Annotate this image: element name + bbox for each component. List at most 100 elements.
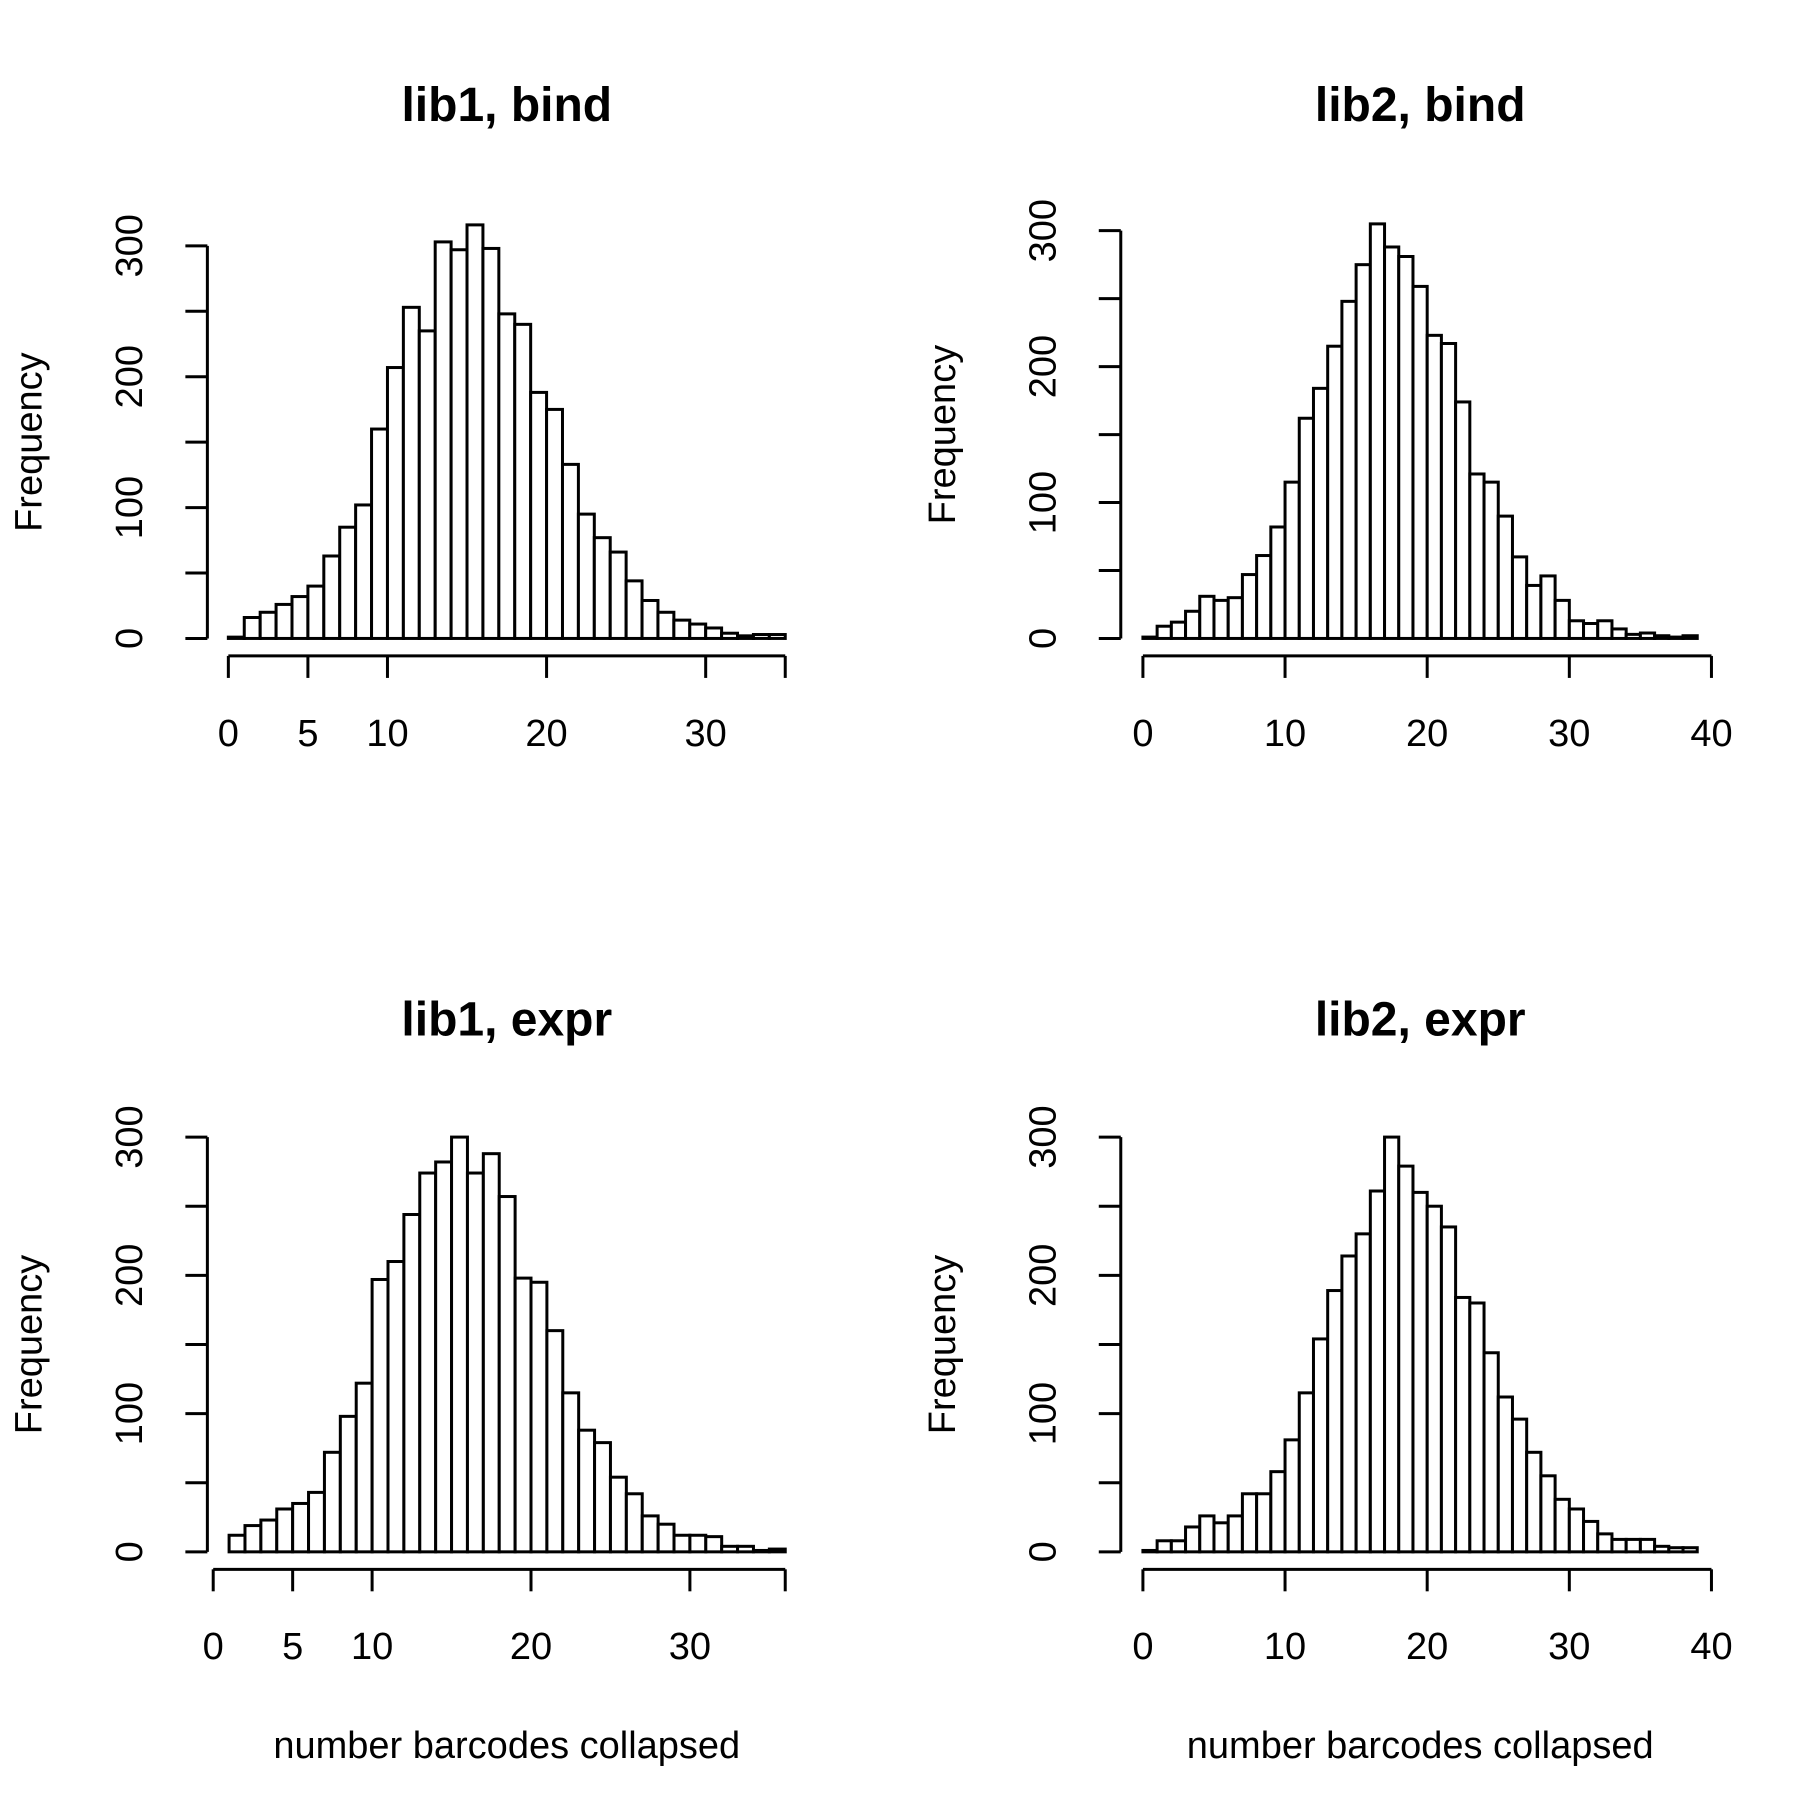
histogram-bar bbox=[497, 1195, 517, 1554]
chart-title: lib1, bind bbox=[401, 79, 612, 132]
histogram-bar bbox=[1255, 554, 1273, 640]
y-axis-label: Frequency bbox=[922, 345, 964, 525]
y-tick-label: 200 bbox=[109, 345, 151, 408]
histogram-bar bbox=[1212, 1521, 1230, 1554]
histogram-bar bbox=[529, 1280, 549, 1554]
histogram-bar bbox=[720, 631, 740, 640]
histogram-bar bbox=[497, 312, 517, 640]
histogram-bar bbox=[1681, 634, 1699, 640]
histogram-bar bbox=[434, 1160, 454, 1554]
histogram-bar bbox=[656, 610, 676, 640]
histogram-bar bbox=[1567, 1507, 1586, 1554]
histogram-bar bbox=[656, 1522, 676, 1554]
chart-title: lib2, expr bbox=[1315, 993, 1526, 1046]
histogram-bar bbox=[1354, 263, 1372, 640]
histogram-bar bbox=[1368, 222, 1387, 640]
histogram-bar bbox=[720, 1544, 740, 1554]
histogram-bar bbox=[1368, 1189, 1387, 1554]
histogram-bar bbox=[259, 1518, 279, 1554]
histogram-bar bbox=[433, 240, 453, 640]
histogram-bar bbox=[1596, 1532, 1614, 1554]
y-tick-label: 100 bbox=[109, 476, 151, 539]
histogram-bar bbox=[370, 427, 389, 640]
histogram-bar bbox=[513, 1276, 533, 1554]
histogram-bar bbox=[1226, 1514, 1244, 1554]
histogram-bar bbox=[1567, 619, 1586, 640]
histogram-bar bbox=[1411, 1190, 1429, 1554]
histogram-bar bbox=[1425, 333, 1443, 640]
histogram-bar bbox=[322, 1450, 342, 1554]
histogram-bar bbox=[736, 1544, 755, 1554]
histogram-bar bbox=[449, 248, 469, 640]
histogram-bar bbox=[1468, 1301, 1486, 1554]
histogram-bar bbox=[1539, 1474, 1557, 1554]
histogram-bar bbox=[481, 1152, 501, 1554]
histogram-bar bbox=[1269, 525, 1287, 640]
y-tick-label: 0 bbox=[1023, 628, 1065, 649]
x-axis-label: number barcodes collapsed bbox=[1187, 1725, 1654, 1767]
x-tick-label: 0 bbox=[218, 713, 239, 755]
histogram-bar bbox=[751, 633, 771, 640]
histogram-bar bbox=[417, 329, 437, 640]
histogram-panel-2: lib2, bind 0 10 20 30 40 0 100 200 300 Frequency bbox=[922, 79, 1733, 755]
histogram-bar bbox=[577, 1428, 597, 1554]
histogram-bar bbox=[1169, 620, 1188, 640]
histogram-bar bbox=[1653, 1544, 1671, 1554]
y-axis-label: Frequency bbox=[8, 352, 50, 532]
histogram-bar bbox=[1198, 594, 1216, 640]
histogram-bar bbox=[1383, 1135, 1401, 1554]
y-axis-label: Frequency bbox=[922, 1255, 964, 1435]
y-tick-label: 300 bbox=[1023, 1105, 1065, 1168]
y-tick-label: 100 bbox=[109, 1382, 151, 1445]
histogram-bar bbox=[1582, 1519, 1600, 1554]
histogram-bar bbox=[592, 536, 612, 640]
histogram-bar bbox=[1454, 1295, 1472, 1554]
histogram-bar bbox=[1496, 1395, 1514, 1554]
histogram-bar bbox=[1269, 1470, 1287, 1554]
histogram-bar bbox=[1638, 1537, 1657, 1554]
histogram-bar bbox=[624, 579, 644, 640]
chart-title: lib2, bind bbox=[1315, 79, 1526, 132]
histogram-bar bbox=[1255, 1492, 1273, 1554]
histogram-bar bbox=[338, 525, 358, 640]
histogram-bar bbox=[767, 1547, 787, 1554]
histogram-bar bbox=[1169, 1539, 1188, 1554]
histogram-bar bbox=[243, 1524, 263, 1554]
y-tick-label: 300 bbox=[1023, 199, 1065, 262]
histogram-bar bbox=[1482, 1351, 1500, 1554]
histogram-bar bbox=[1439, 341, 1458, 640]
x-tick-label: 10 bbox=[351, 1626, 393, 1668]
histogram-bar bbox=[1184, 609, 1202, 640]
x-tick-label: 30 bbox=[1548, 713, 1590, 755]
histogram-bar bbox=[1482, 480, 1500, 640]
histogram-bar bbox=[307, 1490, 326, 1554]
histogram-bar bbox=[640, 1514, 660, 1554]
histogram-bar bbox=[1397, 255, 1415, 640]
histogram-bar bbox=[624, 1492, 644, 1554]
y-tick-label: 200 bbox=[1023, 335, 1065, 398]
histogram-bar bbox=[1596, 619, 1614, 640]
histogram-bar bbox=[688, 1533, 708, 1554]
x-tick-label: 10 bbox=[366, 713, 408, 755]
histogram-bar bbox=[1468, 472, 1486, 640]
histogram-bar bbox=[1155, 1539, 1173, 1554]
x-tick-label: 30 bbox=[669, 1626, 711, 1668]
y-axis-label: Frequency bbox=[8, 1255, 50, 1435]
histogram-bar bbox=[1525, 583, 1543, 640]
histogram-bar bbox=[704, 626, 724, 640]
histogram-bar bbox=[1667, 1546, 1685, 1554]
histogram-bar bbox=[561, 1391, 581, 1554]
y-tick-label: 300 bbox=[109, 214, 151, 277]
histogram-bar bbox=[1610, 1537, 1628, 1554]
histogram-bar bbox=[1439, 1225, 1458, 1554]
y-tick-label: 100 bbox=[1023, 1382, 1065, 1445]
histogram-bar bbox=[1397, 1164, 1415, 1554]
histogram-bar bbox=[290, 595, 310, 640]
histogram-bar bbox=[1667, 635, 1685, 640]
histogram-bar bbox=[465, 223, 485, 640]
histogram-bar bbox=[1525, 1450, 1543, 1554]
histogram-bar bbox=[274, 602, 294, 640]
x-tick-label: 5 bbox=[282, 1626, 303, 1668]
histogram-bar bbox=[513, 322, 533, 640]
